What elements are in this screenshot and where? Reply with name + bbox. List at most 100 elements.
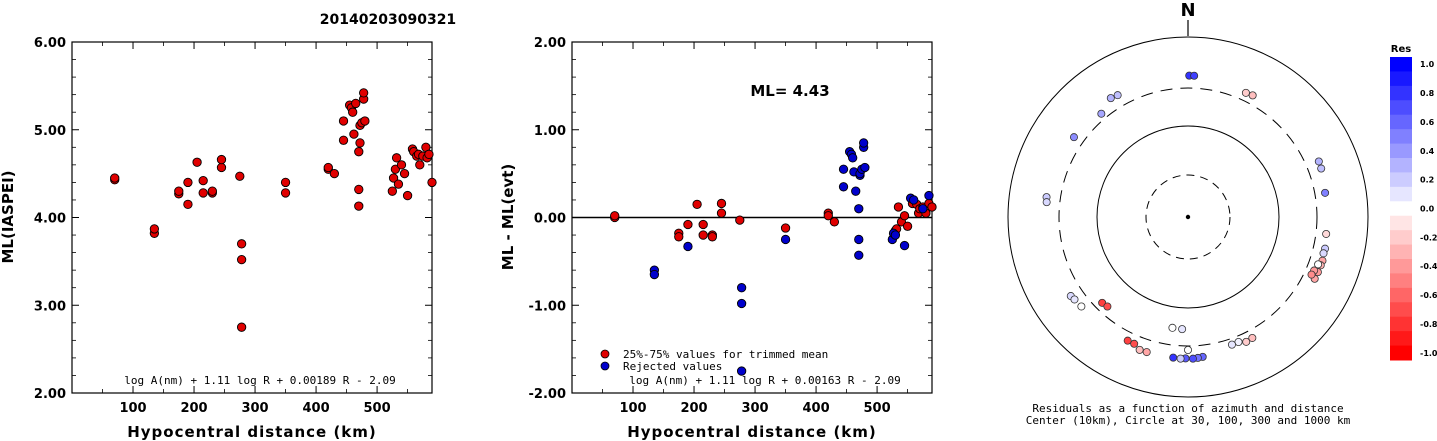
y-tick-label: 5.00 [34,124,66,139]
x-axis-label: Hypocentral distance (km) [627,423,877,441]
data-point [698,219,708,230]
colorbar-tick-label: 0.4 [1420,147,1435,156]
azimuth-residual-map: N Residuals as a function of azimuth and… [1007,0,1369,427]
station-marker [1190,71,1199,80]
data-point [351,98,361,109]
data-point [860,162,870,173]
station-marker [1227,340,1236,349]
data-point [698,230,708,240]
colorbar-cell [1390,244,1412,260]
data-point [859,138,869,148]
colorbar-cell [1390,129,1412,145]
colorbar-cell [1390,186,1412,202]
legend-label-trimmed: 25%-75% values for trimmed mean [623,348,828,361]
data-point [736,298,747,309]
station-marker [1069,133,1078,142]
data-point [399,168,410,179]
data-point [183,177,193,188]
data-point [716,198,727,209]
data-point [610,211,620,221]
data-point [692,199,702,209]
data-point [780,223,791,233]
colorbar-cell [1390,259,1412,274]
colorbar-cell [1390,316,1412,332]
x-ticks: 100 200 300 400 500 [602,42,908,416]
data-point [924,190,934,201]
station-marker [1322,229,1331,238]
figure-title: 20140203090321 [320,12,456,28]
data-point [402,190,413,201]
station-marker [1307,270,1316,279]
data-point [236,254,247,265]
station-marker [1113,91,1122,100]
station-marker [1077,302,1086,311]
station-marker [1135,345,1144,354]
colorbar-cell [1390,331,1412,347]
residual-colorbar: Res 1.0 0.8 0.6 0.4 0.2 0.0 -0.2 -0.4 -0.6 -0.8 -1… [1390,44,1437,361]
north-label: N [1180,0,1195,21]
data-point [396,160,407,170]
station-marker [1314,157,1323,166]
y-tick-label: 2.00 [34,387,66,402]
plot-frame [71,41,433,394]
colorbar-labels: 1.0 0.8 0.6 0.4 0.2 0.0 -0.2 -0.4 -0.6 -0.8 -1.0 [1420,60,1437,358]
station-marker [1234,338,1243,347]
colorbar-cell [1390,201,1412,217]
ml-iaspei-panel: 2.00 3.00 4.00 5.00 6.00 100 200 300 400 500 ML(… [0,36,437,441]
y-tick-label: 4.00 [34,212,66,227]
data-point [649,269,660,280]
circle-30km [1145,174,1231,260]
station-marker [1176,354,1185,363]
data-point [716,208,727,218]
circle-300km [1058,87,1318,347]
y-tick-label: 6.00 [34,36,66,51]
colorbar-cell [1390,215,1412,231]
data-point [909,195,919,205]
data-point [349,129,359,139]
colorbar-cell [1390,172,1412,188]
caption-line-1: Residuals as a function of azimuth and d… [1032,402,1343,415]
y-tick-label: 1.00 [534,124,566,139]
colorbar-cell [1390,302,1412,318]
data-points [110,88,437,332]
data-point [323,162,333,173]
data-point [348,107,358,117]
colorbar-cell [1390,85,1412,101]
x-tick-label: 300 [741,401,768,416]
data-point [198,175,208,186]
data-point [851,186,861,196]
data-point [338,116,349,126]
legend-label-rejected: Rejected values [623,360,722,373]
station-marker [1070,295,1079,304]
data-point [207,186,217,196]
ml-value-text: ML= 4.43 [750,82,829,100]
caption-line-2: Center (10km), Circle at 30, 100, 300 an… [1026,414,1351,427]
colorbar-cell [1390,114,1412,130]
station-marker [1248,91,1257,100]
x-tick-label: 100 [119,401,146,416]
colorbar-tick-label: -0.8 [1420,320,1437,329]
data-point [354,147,364,157]
colorbar-tick-label: 1.0 [1420,60,1435,69]
station-marker [1317,164,1326,173]
data-point [415,160,425,170]
colorbar-cell [1390,345,1412,361]
x-tick-label: 500 [364,401,391,416]
data-point [838,164,849,174]
station-marker [1178,325,1187,334]
x-tick-label: 200 [680,401,707,416]
station-marker [1184,346,1193,355]
x-ticks: 100 200 300 400 500 [102,42,408,416]
data-point [838,182,849,192]
data-point [918,204,928,214]
data-point [683,241,693,252]
colorbar-cell [1390,158,1412,173]
y-tick-label: -2.00 [529,387,566,402]
x-tick-label: 400 [802,401,829,416]
data-point [683,219,693,230]
colorbar-tick-label: 0.0 [1420,205,1435,214]
station-marker [1241,88,1250,97]
colorbar-cells [1390,57,1412,361]
station-marker [1130,339,1139,348]
